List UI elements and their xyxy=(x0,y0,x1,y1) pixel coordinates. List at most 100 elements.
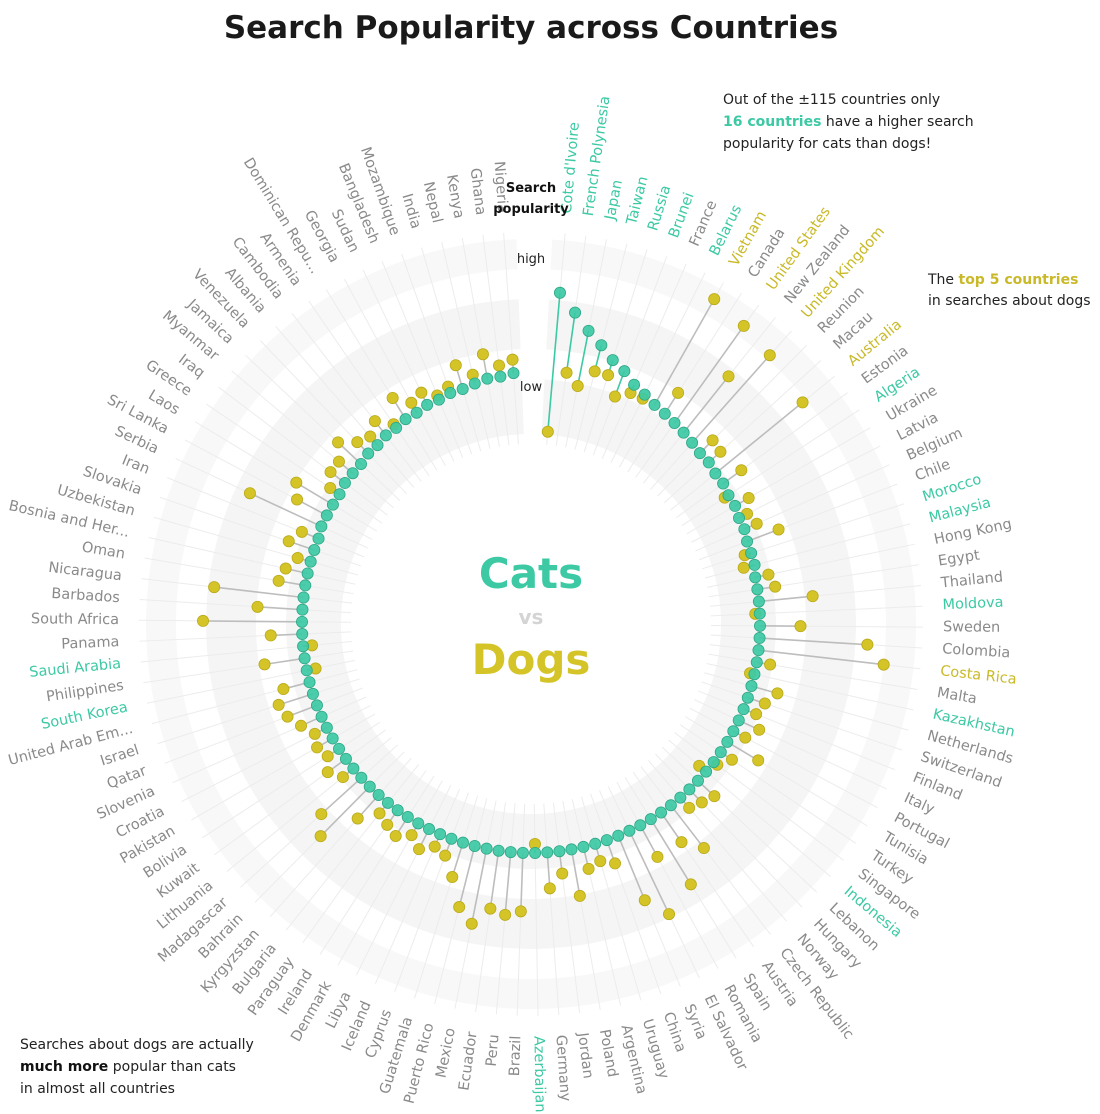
connector-line xyxy=(470,848,488,924)
cat-point xyxy=(468,377,481,390)
dog-point xyxy=(291,493,304,506)
country-label: Kenya xyxy=(443,173,467,219)
spoke xyxy=(701,681,903,751)
bottom-note-line2: much more popular than cats xyxy=(20,1059,236,1075)
dog-point xyxy=(413,843,426,856)
spoke xyxy=(285,764,419,931)
spoke xyxy=(674,732,845,861)
connector-line xyxy=(249,492,322,528)
dog-point xyxy=(282,535,295,548)
spoke xyxy=(218,386,388,516)
dog-point xyxy=(295,525,308,538)
spoke xyxy=(275,326,415,488)
dog-point xyxy=(428,840,441,853)
connector-line xyxy=(758,595,813,603)
cat-point xyxy=(468,839,481,852)
cat-point xyxy=(674,791,687,804)
dog-point xyxy=(556,867,569,880)
spoke xyxy=(657,344,807,497)
dog-point xyxy=(381,818,394,831)
dog-point xyxy=(608,390,621,403)
spoke xyxy=(601,263,687,459)
spoke xyxy=(151,669,358,725)
country-label: Ecuador xyxy=(456,1031,480,1092)
cat-point xyxy=(363,780,376,793)
connector-line xyxy=(759,637,868,646)
connector-line xyxy=(489,850,500,909)
cat-point xyxy=(741,691,754,704)
cat-point xyxy=(634,819,647,832)
spoke xyxy=(704,672,909,731)
cat-point xyxy=(717,477,730,490)
spoke xyxy=(663,359,822,504)
bottom-note-bold: much more xyxy=(20,1059,108,1075)
dog-point xyxy=(277,683,290,696)
connector-line xyxy=(628,830,670,915)
spoke xyxy=(648,760,788,922)
dog-point xyxy=(446,871,459,884)
dog-point xyxy=(314,830,327,843)
dog-point xyxy=(321,766,334,779)
country-label: Peru xyxy=(484,1034,503,1068)
cat-point xyxy=(355,771,368,784)
spoke xyxy=(167,477,365,558)
dog-point xyxy=(332,436,345,449)
cat-point xyxy=(308,544,321,557)
dog-point xyxy=(753,723,766,736)
cat-point xyxy=(312,532,325,545)
spoke xyxy=(194,421,378,532)
dog-point xyxy=(675,836,688,849)
spoke xyxy=(202,721,381,839)
cat-point xyxy=(655,806,668,819)
spoke xyxy=(381,261,464,458)
cat-point xyxy=(589,837,602,850)
country-label: Sweden xyxy=(943,619,1000,635)
cat-point xyxy=(732,714,745,727)
dog-point xyxy=(197,614,210,627)
dog-point xyxy=(758,697,771,710)
spoke xyxy=(421,247,482,452)
spoke xyxy=(414,795,478,999)
cat-point xyxy=(297,591,310,604)
spoke xyxy=(441,242,491,449)
cat-point xyxy=(296,603,309,616)
dog-point xyxy=(295,719,308,732)
spoke xyxy=(581,796,642,1001)
spoke xyxy=(661,746,818,893)
dog-point xyxy=(311,741,324,754)
connector-line xyxy=(650,818,692,885)
dog-point xyxy=(772,523,785,536)
cat-point xyxy=(391,804,404,817)
connector-line xyxy=(691,354,771,444)
dog-point xyxy=(439,849,452,862)
connector-line xyxy=(458,845,476,908)
connector-line xyxy=(660,812,683,843)
dog-point xyxy=(735,464,748,477)
axis-title-line2: popularity xyxy=(493,202,569,217)
spoke xyxy=(590,793,662,995)
connector-line xyxy=(565,312,576,373)
dog-point xyxy=(663,908,676,921)
center-title-vs: vs xyxy=(519,605,544,629)
connector-line xyxy=(504,852,512,915)
connector-line xyxy=(203,620,303,623)
spoke xyxy=(374,789,460,984)
country-label: Nicaragua xyxy=(47,560,122,584)
country-label: Brazil xyxy=(507,1035,524,1076)
cat-point xyxy=(399,413,412,426)
bottom-note-line2-rest: popular than cats xyxy=(108,1059,236,1075)
dog-point xyxy=(484,902,497,915)
spoke xyxy=(592,256,668,456)
cat-point xyxy=(738,523,751,536)
dog-point xyxy=(806,590,819,603)
country-label: Barbados xyxy=(51,586,120,606)
dog-point xyxy=(514,905,527,918)
cat-point xyxy=(401,811,414,824)
connector-line xyxy=(670,804,705,849)
dog-point xyxy=(708,293,721,306)
dog-point xyxy=(725,753,738,766)
cat-point xyxy=(709,467,722,480)
country-label: Japan xyxy=(602,178,626,222)
connector-line xyxy=(257,606,303,611)
dog-point xyxy=(405,396,418,409)
